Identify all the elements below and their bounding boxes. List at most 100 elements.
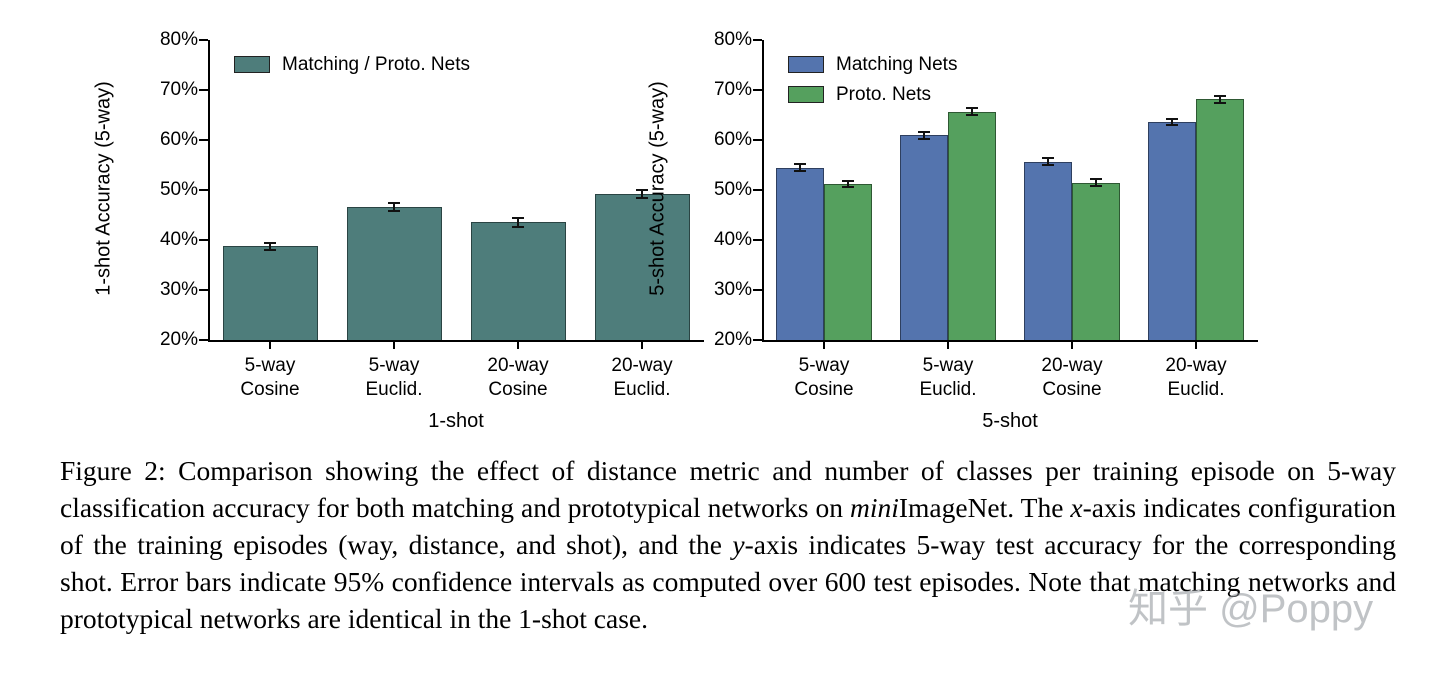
error-bar-cap-top <box>264 241 276 244</box>
error-bar-line <box>269 242 271 250</box>
error-bar-cap-top <box>1214 94 1226 97</box>
x-axis-line <box>208 340 704 342</box>
y-tick-label: 30% <box>713 279 752 300</box>
y-tick-mark <box>199 189 208 191</box>
error-bar-cap-bottom <box>264 248 276 251</box>
error-bar-cap-bottom <box>1166 124 1178 126</box>
x-tick-label: 20-way Cosine <box>487 355 549 400</box>
y-tick-label: 30% <box>159 279 198 300</box>
error-bar-cap-bottom <box>1090 185 1102 187</box>
legend-swatch <box>788 86 824 103</box>
y-tick-mark <box>753 239 762 241</box>
caption-segment: y <box>732 529 745 560</box>
y-tick-label: 20% <box>159 329 198 350</box>
y-tick-label: 70% <box>713 79 752 100</box>
error-bar-cap-top <box>794 163 806 165</box>
x-tick-label: 20-way Cosine <box>1041 355 1103 400</box>
error-bar-line <box>517 217 519 227</box>
x-tick-label: 5-way Euclid. <box>365 355 423 400</box>
y-tick-mark <box>753 39 762 41</box>
x-tick-mark <box>1195 342 1197 349</box>
bar <box>470 222 566 340</box>
error-bar-line <box>1047 158 1049 165</box>
bar <box>900 135 948 340</box>
x-tick-mark <box>393 342 395 349</box>
x-axis-label: 1-shot <box>428 410 484 432</box>
x-tick-mark <box>641 342 643 349</box>
error-bar-cap-bottom <box>388 210 400 212</box>
error-bar-line <box>1095 179 1097 186</box>
error-bar-cap-top <box>1166 118 1178 120</box>
error-bar-cap-bottom <box>1042 164 1054 166</box>
error-bar-cap-bottom <box>1214 101 1226 104</box>
error-bar-cap-top <box>388 202 400 204</box>
y-tick-label: 50% <box>713 179 752 200</box>
caption-segment: x <box>1070 492 1083 523</box>
legend-label: Proto. Nets <box>836 84 932 105</box>
x-tick-label: 5-way Cosine <box>794 355 854 400</box>
y-tick-mark <box>753 289 762 291</box>
y-tick-label: 40% <box>159 229 198 250</box>
error-bar-line <box>393 203 395 211</box>
x-tick-label: 20-way Euclid. <box>1165 355 1227 400</box>
caption-segment: Figure 2: Comparison showing the effect … <box>60 455 1396 523</box>
error-bar-cap-top <box>918 130 930 133</box>
error-bar-line <box>923 131 925 139</box>
watermark: 知乎 @Poppy <box>1128 587 1374 631</box>
y-tick-mark <box>199 89 208 91</box>
x-tick-label: 5-way Euclid. <box>919 355 977 400</box>
bar <box>1024 161 1072 340</box>
bar <box>594 194 690 340</box>
error-bar-line <box>847 181 849 187</box>
y-tick-label: 70% <box>159 79 198 100</box>
y-tick-label: 80% <box>713 29 752 50</box>
error-bar-cap-top <box>842 180 854 182</box>
caption-segment: -axis indicates 5-way test accuracy for … <box>60 529 1396 634</box>
x-tick-mark <box>269 342 271 349</box>
y-tick-mark <box>199 139 208 141</box>
caption-segment: ImageNet. The <box>898 492 1071 523</box>
x-tick-label: 20-way Euclid. <box>611 355 673 400</box>
error-bar-line <box>1219 95 1221 103</box>
y-tick-mark <box>753 339 762 341</box>
y-tick-mark <box>199 289 208 291</box>
error-bar-cap-top <box>636 189 648 191</box>
y-tick-mark <box>753 139 762 141</box>
y-tick-label: 80% <box>159 29 198 50</box>
y-tick-mark <box>199 339 208 341</box>
bar <box>1196 99 1244 340</box>
error-bar-line <box>799 164 801 171</box>
error-bar-cap-top <box>1090 178 1102 180</box>
y-tick-mark <box>199 39 208 41</box>
x-tick-label: 5-way Cosine <box>240 355 300 400</box>
y-tick-mark <box>753 89 762 91</box>
error-bar-cap-bottom <box>918 137 930 140</box>
bar <box>346 207 442 340</box>
legend-swatch <box>788 56 824 73</box>
error-bar-cap-top <box>512 216 524 219</box>
y-tick-label: 20% <box>713 329 752 350</box>
error-bar-line <box>1171 119 1173 125</box>
error-bar-cap-bottom <box>794 170 806 172</box>
x-axis-label: 5-shot <box>982 410 1038 432</box>
y-tick-label: 60% <box>159 129 198 150</box>
legend-label: Matching / Proto. Nets <box>282 54 470 75</box>
error-bar-cap-bottom <box>966 114 978 116</box>
y-tick-label: 40% <box>713 229 752 250</box>
bar <box>1072 182 1120 340</box>
bar <box>1148 122 1196 340</box>
y-tick-label: 60% <box>713 129 752 150</box>
bar <box>948 111 996 340</box>
figure-caption: Figure 2: Comparison showing the effect … <box>60 452 1396 637</box>
bar <box>222 246 318 340</box>
error-bar-line <box>971 108 973 115</box>
error-bar-cap-bottom <box>842 186 854 188</box>
x-tick-mark <box>947 342 949 349</box>
caption-segment: mini <box>849 492 899 523</box>
error-bar-line <box>641 190 643 198</box>
chart-5shot-accuracy: 5-shot Accuracy (5-way) 80% 70% 60% 50% 40% 30… <box>612 6 1272 444</box>
bar <box>824 184 872 340</box>
error-bar-cap-bottom <box>636 197 648 199</box>
bar <box>776 167 824 340</box>
